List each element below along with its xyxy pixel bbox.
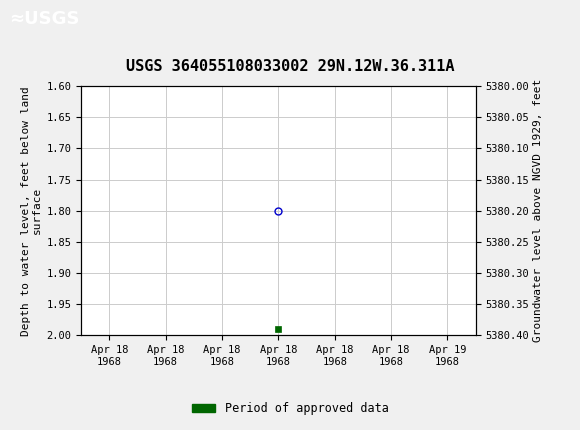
Y-axis label: Depth to water level, feet below land
surface: Depth to water level, feet below land su… [21, 86, 42, 335]
Y-axis label: Groundwater level above NGVD 1929, feet: Groundwater level above NGVD 1929, feet [533, 79, 543, 342]
Text: ≈USGS: ≈USGS [9, 10, 79, 28]
Legend: Period of approved data: Period of approved data [187, 397, 393, 420]
Text: USGS 364055108033002 29N.12W.36.311A: USGS 364055108033002 29N.12W.36.311A [126, 59, 454, 74]
